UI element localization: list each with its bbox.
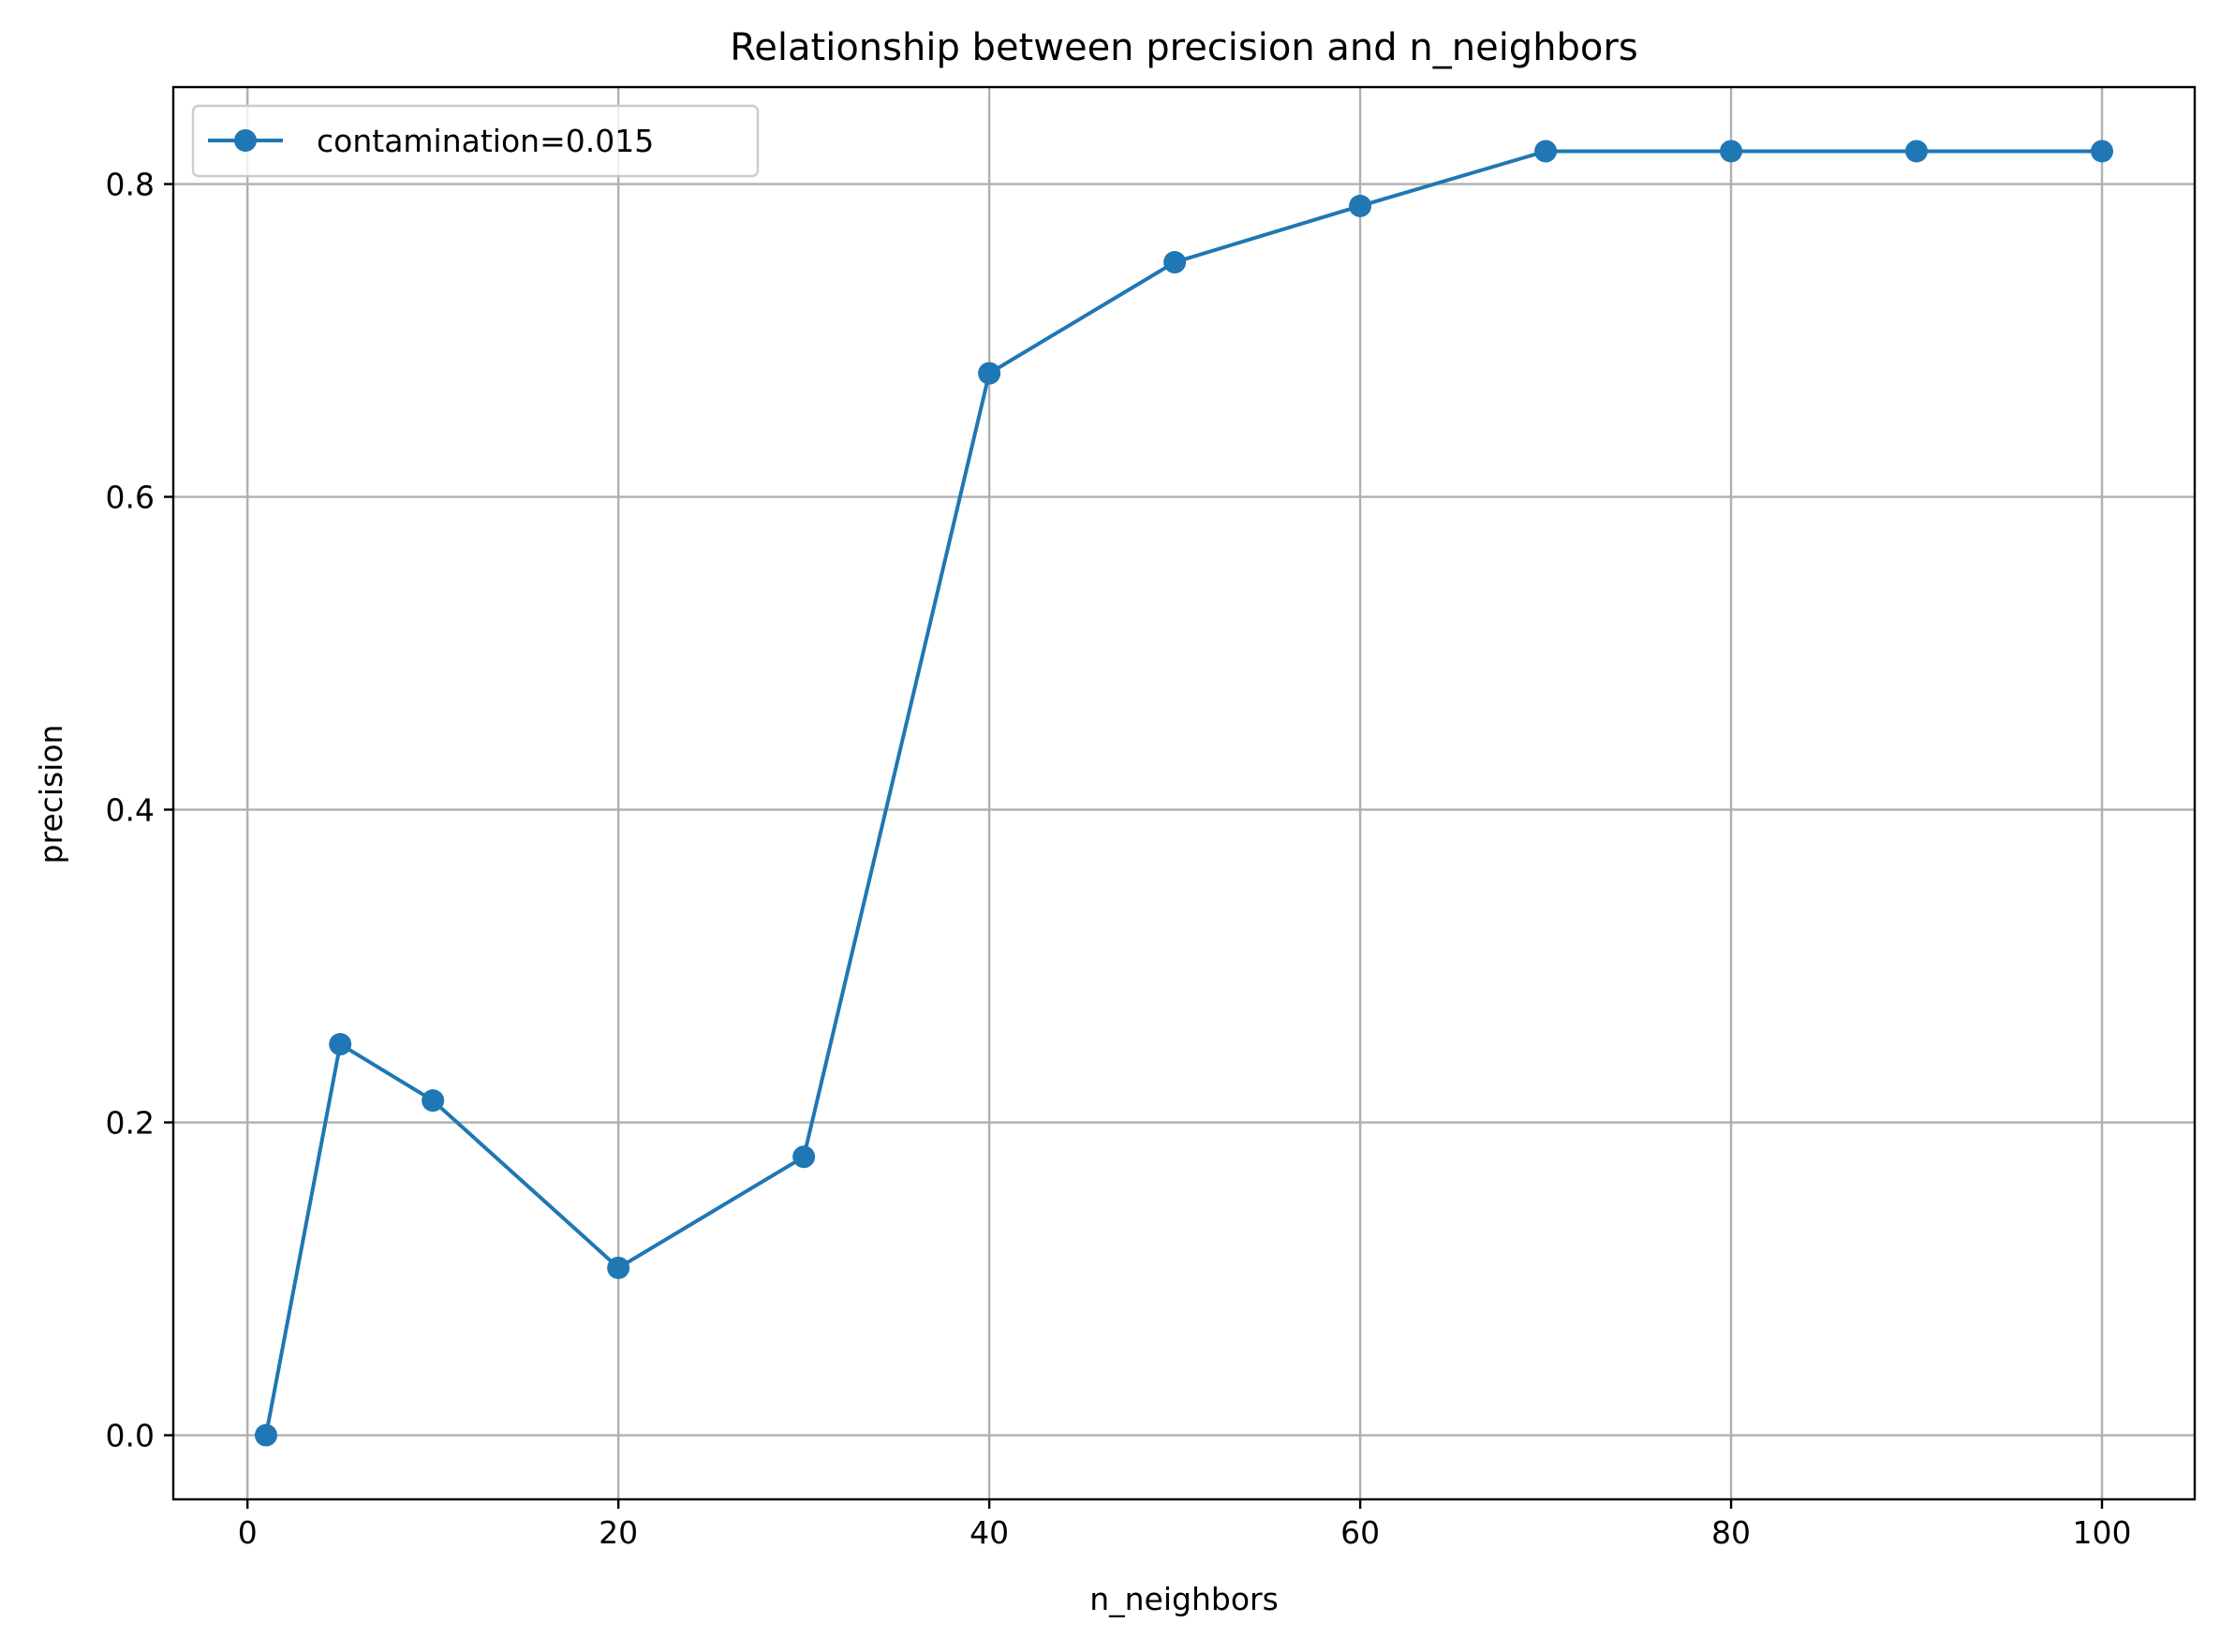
legend-entry-label: contamination=0.015 [317, 123, 654, 159]
y-tick-label: 0.6 [106, 479, 155, 516]
data-point [254, 1423, 277, 1447]
series-line [264, 149, 2102, 1436]
x-axis-ticks: 0 20 40 60 80 100 [238, 1499, 2132, 1551]
data-point [1349, 194, 1372, 217]
data-point [2091, 140, 2114, 163]
y-tick-label: 0.0 [106, 1418, 155, 1454]
grid-lines [173, 87, 2195, 1499]
x-tick-label: 60 [1340, 1514, 1380, 1551]
x-axis-label: n_neighbors [1089, 1581, 1279, 1617]
x-tick-label: 40 [969, 1514, 1009, 1551]
data-point [422, 1089, 445, 1113]
data-point [792, 1145, 816, 1169]
y-axis-label: precision [33, 725, 69, 864]
data-point [329, 1033, 352, 1056]
data-point [607, 1256, 630, 1279]
data-point [1720, 140, 1743, 163]
data-point [978, 361, 1001, 385]
plot-area [173, 87, 2195, 1499]
legend-marker-swatch [234, 129, 257, 152]
x-tick-label: 100 [2073, 1514, 2132, 1551]
data-point [1163, 251, 1187, 274]
plot-frame [171, 85, 2197, 1501]
y-tick-label: 0.4 [106, 792, 155, 829]
y-axis-ticks: 0.0 0.2 0.4 0.6 0.8 [106, 167, 173, 1454]
x-tick-label: 20 [599, 1514, 638, 1551]
data-point [1534, 140, 1558, 163]
legend-box [191, 104, 760, 178]
legend: contamination=0.015 [191, 104, 760, 178]
x-tick-label: 80 [1711, 1514, 1751, 1551]
chart-title: Relationship between precision and n_nei… [730, 26, 1637, 69]
series-layer [254, 140, 2114, 1447]
data-point [1905, 140, 1929, 163]
x-tick-label: 0 [238, 1514, 258, 1551]
y-tick-label: 0.2 [106, 1105, 155, 1142]
y-tick-label: 0.8 [106, 167, 155, 203]
